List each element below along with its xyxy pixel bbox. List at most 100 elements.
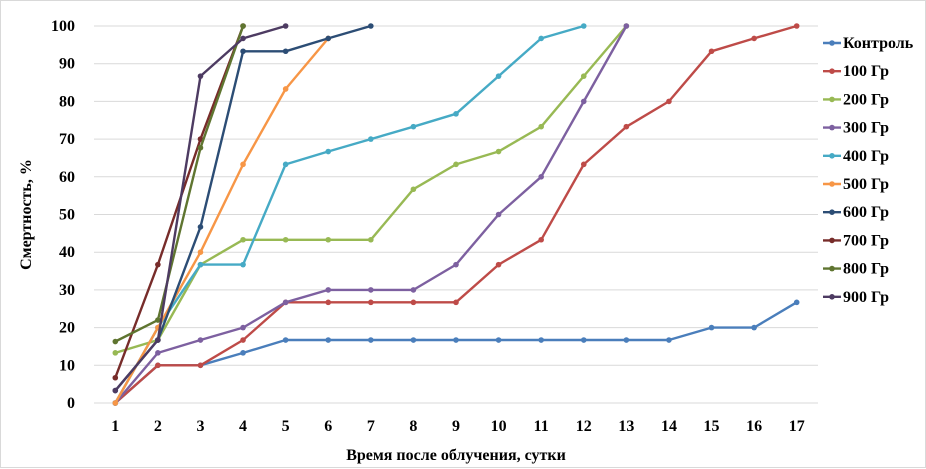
data-point	[282, 86, 289, 92]
data-point	[495, 337, 502, 343]
legend-marker	[829, 265, 835, 272]
legend-label: 400 Гр	[843, 148, 889, 165]
series	[112, 23, 289, 394]
data-point	[197, 362, 204, 369]
data-point	[708, 324, 715, 331]
data-point	[538, 123, 544, 130]
data-point	[580, 23, 587, 29]
data-point	[368, 287, 374, 293]
data-point	[495, 211, 502, 218]
data-point	[580, 73, 587, 79]
data-point	[112, 350, 119, 356]
data-point	[751, 35, 757, 42]
legend-label: Контроль	[843, 35, 914, 52]
x-tick-label: 15	[704, 418, 720, 435]
x-axis-title: Время после облучения, сутки	[346, 447, 566, 464]
y-axis-title: Смертность, %	[18, 159, 35, 270]
data-point	[240, 48, 246, 55]
data-point	[112, 338, 119, 345]
data-point	[793, 299, 800, 306]
x-tick-label: 3	[196, 418, 204, 435]
data-point	[325, 299, 332, 306]
legend-marker	[829, 209, 835, 215]
data-point	[410, 287, 417, 293]
data-point	[197, 337, 204, 343]
data-point	[282, 48, 289, 55]
x-tick-label: 16	[746, 418, 762, 435]
legend-label: 800 Гр	[843, 261, 889, 278]
series-layer	[112, 23, 800, 406]
x-tick-label: 8	[409, 418, 417, 435]
data-point	[538, 236, 544, 243]
data-point	[538, 337, 544, 343]
data-point	[580, 337, 587, 343]
data-point	[368, 299, 374, 306]
data-point	[495, 73, 502, 79]
y-tick-label: 20	[59, 320, 75, 337]
x-tick-label: 17	[789, 418, 805, 435]
data-point	[240, 324, 246, 331]
y-tick-label: 100	[51, 18, 75, 35]
data-point	[325, 337, 332, 343]
y-tick-label: 70	[59, 131, 75, 148]
data-point	[453, 337, 459, 343]
legend-marker	[829, 124, 835, 131]
data-point	[538, 35, 544, 42]
x-tick-label: 4	[239, 418, 247, 435]
data-point	[453, 299, 459, 306]
y-tick-label: 30	[59, 282, 75, 299]
series	[112, 35, 332, 406]
series-line	[114, 24, 286, 392]
data-point	[325, 35, 332, 42]
data-point	[112, 374, 119, 381]
data-point	[240, 161, 246, 168]
x-tick-label: 9	[452, 418, 460, 435]
x-tick-label: 14	[661, 418, 677, 435]
legend-label: 300 Гр	[843, 120, 889, 137]
data-point	[453, 111, 459, 117]
data-point	[410, 299, 417, 306]
y-tick-label: 10	[59, 357, 75, 374]
data-point	[282, 337, 289, 343]
data-point	[282, 23, 289, 29]
data-point	[325, 287, 332, 293]
x-tick-label: 10	[491, 418, 507, 435]
data-point	[495, 148, 502, 155]
legend-label: 100 Гр	[843, 63, 889, 80]
data-point	[580, 161, 587, 168]
data-point	[623, 123, 630, 130]
legend-label: 600 Гр	[843, 204, 889, 221]
data-point	[282, 236, 289, 243]
series	[112, 23, 800, 406]
data-point	[155, 337, 161, 343]
data-point	[410, 186, 417, 193]
data-point	[325, 148, 332, 155]
y-tick-label: 50	[59, 207, 75, 224]
y-tick-label: 0	[67, 395, 75, 412]
x-tick-label: 6	[324, 418, 332, 435]
x-tick-label: 11	[534, 418, 549, 435]
data-point	[623, 337, 630, 343]
data-point	[538, 174, 544, 180]
gridlines	[94, 25, 818, 404]
legend-marker	[829, 40, 835, 46]
data-point	[793, 23, 800, 29]
legend-label: 200 Гр	[843, 91, 889, 108]
data-point	[240, 350, 246, 356]
y-tick-label: 80	[59, 93, 75, 110]
data-point	[453, 161, 459, 168]
series-line	[114, 25, 245, 343]
data-point	[282, 161, 289, 168]
data-point	[155, 317, 161, 323]
data-point	[623, 23, 630, 29]
data-point	[453, 261, 459, 268]
data-point	[155, 261, 161, 268]
legend: Контроль 100 Гр 200 Гр 300 Гр 400 Гр 500 Гр 60…	[823, 35, 914, 306]
legend-label: 500 Гр	[843, 176, 889, 193]
data-point	[368, 236, 374, 243]
data-point	[155, 362, 161, 369]
series-line	[114, 301, 798, 404]
x-tick-label: 7	[367, 418, 375, 435]
series	[112, 299, 800, 406]
